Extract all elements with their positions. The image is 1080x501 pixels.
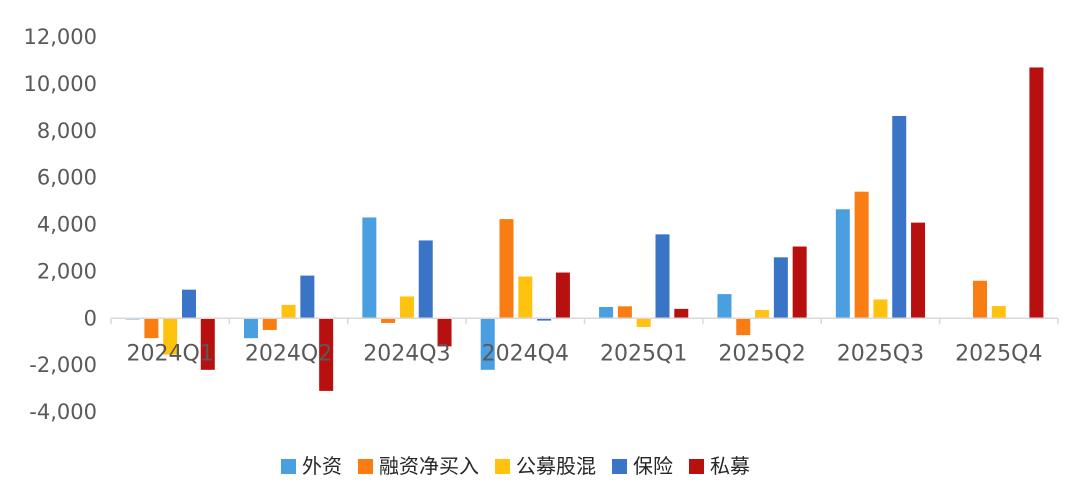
y-tick-label: -2,000 bbox=[29, 353, 97, 377]
bar-2024Q4-2 bbox=[499, 219, 514, 319]
bar-2024Q4-5 bbox=[555, 272, 570, 319]
bar-2025Q2-2 bbox=[736, 318, 751, 336]
y-tick-label: 4,000 bbox=[37, 213, 97, 237]
bar-2025Q3-1 bbox=[835, 209, 850, 319]
bar-2024Q3-1 bbox=[362, 217, 377, 319]
bar-2024Q4-3 bbox=[518, 276, 533, 319]
legend-swatch bbox=[612, 459, 627, 474]
legend-swatch bbox=[281, 459, 296, 474]
y-tick-label: 0 bbox=[84, 306, 97, 330]
legend: 外资 融资净买入 公募股混 保险 私募 bbox=[281, 454, 750, 478]
x-tick-label: 2025Q1 bbox=[600, 341, 687, 366]
bar-2024Q2-3 bbox=[281, 304, 296, 319]
bar-2024Q1-2 bbox=[144, 318, 159, 339]
bar-2024Q2-5 bbox=[319, 318, 334, 391]
legend-label: 公募股混 bbox=[516, 454, 596, 478]
bar-2025Q2-1 bbox=[717, 294, 732, 319]
bar-2025Q1-4 bbox=[655, 234, 670, 319]
bar-2025Q2-3 bbox=[755, 310, 770, 319]
bar-2024Q4-1 bbox=[480, 318, 495, 370]
bar-2025Q2-5 bbox=[792, 246, 807, 319]
bar-2024Q3-2 bbox=[381, 318, 396, 323]
bar-2025Q1-3 bbox=[636, 318, 651, 327]
y-tick-label: 6,000 bbox=[37, 166, 97, 190]
legend-swatch bbox=[689, 459, 704, 474]
x-axis-ticks: 2024Q1 2024Q2 2024Q3 2024Q4 2025Q1 2025Q2 2025… bbox=[127, 341, 1043, 366]
bar-2025Q3-2 bbox=[854, 191, 869, 319]
legend-label: 私募 bbox=[710, 454, 750, 478]
bar-2024Q3-3 bbox=[399, 296, 414, 319]
y-axis-ticks: -4,000 -2,000 0 2,000 4,000 6,000 8,000 10,000 1… bbox=[24, 25, 97, 424]
bar-2025Q3-5 bbox=[911, 222, 926, 319]
legend-swatch bbox=[495, 459, 510, 474]
bar-2024Q3-4 bbox=[418, 240, 433, 319]
bar-2024Q3-5 bbox=[437, 318, 452, 347]
bar-2025Q2-4 bbox=[773, 257, 788, 319]
x-tick-label: 2025Q2 bbox=[718, 341, 805, 366]
y-tick-label: 2,000 bbox=[37, 259, 97, 283]
x-axis bbox=[110, 317, 1059, 325]
bars-layer bbox=[125, 67, 1044, 391]
bar-2025Q1-5 bbox=[674, 308, 689, 319]
bar-2024Q1-4 bbox=[181, 289, 196, 319]
bar-2025Q4-3 bbox=[991, 306, 1006, 319]
bar-2024Q2-4 bbox=[300, 275, 315, 319]
bar-2025Q3-4 bbox=[892, 115, 907, 319]
y-tick-label: 10,000 bbox=[24, 72, 97, 96]
bar-2025Q4-5 bbox=[1029, 67, 1044, 319]
x-tick-label: 2025Q4 bbox=[955, 341, 1042, 366]
legend-label: 保险 bbox=[633, 454, 673, 478]
y-tick-label: -4,000 bbox=[29, 400, 97, 424]
x-tick-label: 2025Q3 bbox=[837, 341, 924, 366]
bar-2025Q1-2 bbox=[617, 306, 632, 319]
bar-2024Q2-2 bbox=[262, 318, 277, 330]
legend-swatch bbox=[358, 459, 373, 474]
y-tick-label: 8,000 bbox=[37, 119, 97, 143]
bar-2024Q1-3 bbox=[163, 318, 178, 355]
bar-2024Q4-4 bbox=[537, 318, 552, 321]
bar-2024Q2-1 bbox=[243, 318, 258, 339]
bar-2025Q4-2 bbox=[973, 280, 988, 319]
bar-2025Q3-3 bbox=[873, 299, 888, 319]
x-tick-label: 2024Q3 bbox=[363, 341, 450, 366]
y-tick-label: 12,000 bbox=[24, 25, 97, 49]
legend-label: 融资净买入 bbox=[379, 454, 479, 478]
bar-2025Q1-1 bbox=[599, 307, 614, 319]
x-tick-label: 2024Q4 bbox=[482, 341, 569, 366]
legend-label: 外资 bbox=[302, 454, 342, 478]
bar-2024Q1-5 bbox=[200, 318, 215, 370]
x-tick-label: 2024Q1 bbox=[127, 341, 214, 366]
x-tick-label: 2024Q2 bbox=[245, 341, 332, 366]
